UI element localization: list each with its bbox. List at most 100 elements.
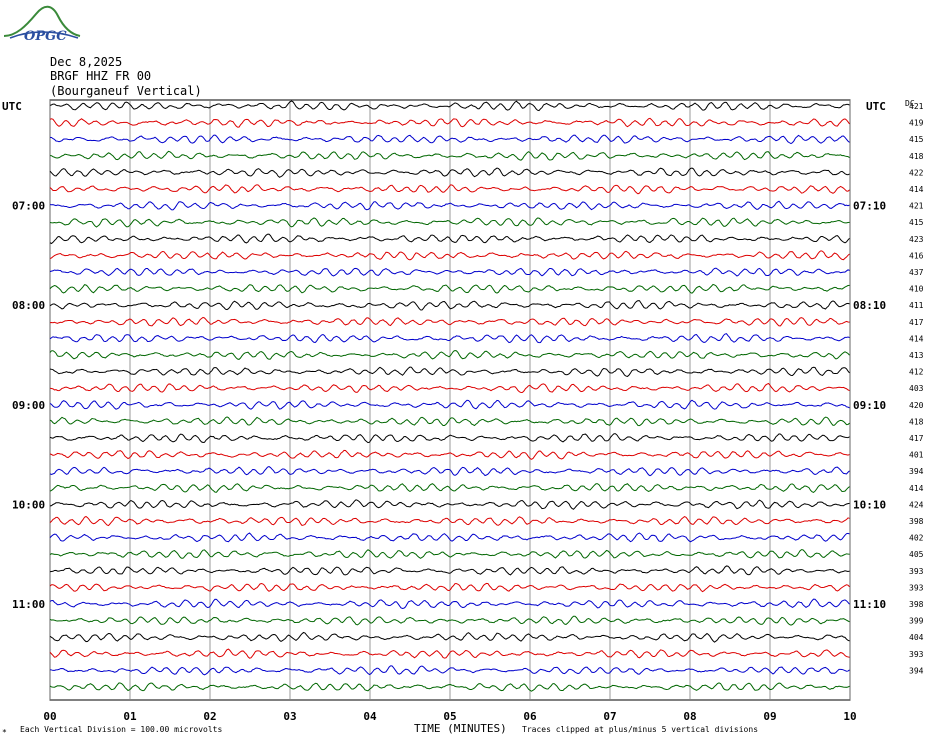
dc-offset-label: 405 — [909, 550, 924, 559]
dc-offset-label: 398 — [909, 517, 924, 526]
x-axis-label: TIME (MINUTES) — [414, 722, 507, 735]
trace-line — [49, 631, 850, 643]
opgc-logo: OPGC — [3, 5, 81, 44]
header-station: BRGF HHZ FR 00 — [50, 69, 151, 83]
dc-header: DC — [905, 99, 915, 108]
trace-line — [49, 433, 850, 444]
trace-line — [49, 333, 850, 344]
dc-offset-label: 403 — [909, 384, 924, 393]
footer-clip-note: Traces clipped at plus/minus 5 vertical … — [522, 725, 758, 734]
dc-offset-label: 421 — [909, 102, 924, 111]
dc-offset-label: 399 — [909, 617, 924, 626]
dc-offset-label: 415 — [909, 218, 924, 227]
dc-offset-label: 398 — [909, 600, 924, 609]
dc-offset-label: 415 — [909, 135, 924, 144]
trace-line — [49, 598, 850, 609]
dc-offset-label: 416 — [909, 251, 924, 260]
trace-line — [49, 100, 850, 112]
x-tick-label: 01 — [123, 710, 137, 723]
logo-swoosh-icon — [9, 31, 79, 39]
dc-offset-label: 402 — [909, 534, 924, 543]
dc-offset-label: 418 — [909, 152, 924, 161]
dc-offset-label: 423 — [909, 235, 924, 244]
trace-line — [49, 499, 850, 510]
x-tick-label: 05 — [443, 710, 456, 723]
dc-offset-label: 422 — [909, 168, 924, 177]
trace-line — [49, 250, 850, 261]
left-hour-label: 09:00 — [12, 399, 45, 412]
dc-offset-label: 412 — [909, 368, 924, 377]
trace-line — [49, 565, 850, 576]
trace-line — [49, 349, 850, 360]
trace-line — [49, 316, 850, 327]
trace-line — [49, 483, 850, 494]
dc-offset-label: 413 — [909, 351, 924, 360]
header-date: Dec 8,2025 — [50, 55, 122, 69]
dc-offset-label: 401 — [909, 451, 924, 460]
dc-offset-label: 424 — [909, 500, 924, 509]
dc-offset-label: 437 — [909, 268, 924, 277]
traces — [49, 100, 850, 692]
axis-labels: 00 01 02 03 04 05 06 07 08 09 10 421 419 415 418 422 414… — [12, 102, 924, 723]
trace-line — [49, 515, 850, 527]
x-tick-label: 09 — [763, 710, 776, 723]
dc-offset-label: 421 — [909, 202, 924, 211]
x-tick-label: 02 — [203, 710, 216, 723]
logo-text: OPGC — [24, 29, 67, 44]
trace-line — [49, 648, 850, 659]
trace-line — [49, 200, 850, 211]
right-hour-label: 07:10 — [853, 200, 886, 213]
dc-offset-label: 393 — [909, 583, 924, 592]
dc-offset-label: 414 — [909, 484, 924, 493]
left-hour-label: 08:00 — [12, 299, 45, 312]
trace-line — [49, 134, 850, 145]
trace-line — [49, 233, 850, 245]
x-tick-label: 06 — [523, 710, 537, 723]
trace-line — [49, 549, 850, 559]
dc-offset-label: 419 — [909, 119, 924, 128]
dc-offset-label: 404 — [909, 633, 924, 642]
trace-line — [49, 582, 850, 593]
trace-line — [49, 117, 850, 128]
logo-mountain-icon — [3, 5, 81, 37]
dc-offset-label: 414 — [909, 185, 924, 194]
dc-offset-label: 420 — [909, 401, 924, 410]
trace-line — [49, 366, 850, 377]
x-tick-label: 10 — [843, 710, 856, 723]
dc-offset-label: 410 — [909, 285, 924, 294]
right-axis-title: UTC — [866, 100, 886, 113]
footer-small-mark: * — [2, 728, 7, 737]
footer-scale-note: Each Vertical Division = 100.00 microvol… — [20, 725, 222, 734]
trace-line — [49, 465, 850, 477]
right-hour-label: 11:10 — [853, 598, 886, 611]
trace-line — [49, 267, 850, 277]
dc-offset-label: 394 — [909, 666, 924, 675]
left-hour-label: 11:00 — [12, 598, 45, 611]
trace-line — [49, 682, 850, 692]
left-axis-title: UTC — [2, 100, 22, 113]
x-tick-label: 04 — [363, 710, 377, 723]
trace-line — [49, 217, 850, 228]
dc-offset-label: 417 — [909, 434, 924, 443]
dc-offset-label: 411 — [909, 301, 924, 310]
right-hour-label: 10:10 — [853, 498, 886, 511]
grid-lines — [49, 100, 851, 700]
right-hour-label: 08:10 — [853, 299, 886, 312]
trace-line — [49, 382, 850, 394]
trace-line — [49, 416, 850, 427]
x-tick-label: 08 — [683, 710, 696, 723]
x-tick-label: 00 — [43, 710, 56, 723]
trace-line — [49, 300, 850, 311]
left-hour-label: 07:00 — [12, 200, 45, 213]
left-hour-label: 10:00 — [12, 498, 45, 511]
trace-line — [49, 150, 850, 161]
trace-line — [49, 167, 850, 178]
trace-line — [49, 615, 850, 626]
dc-offset-label: 417 — [909, 318, 924, 327]
dc-offset-label: 418 — [909, 417, 924, 426]
header-location: (Bourganeuf Vertical) — [50, 84, 202, 98]
dc-offset-label: 394 — [909, 467, 924, 476]
trace-line — [49, 283, 850, 294]
x-tick-label: 03 — [283, 710, 296, 723]
